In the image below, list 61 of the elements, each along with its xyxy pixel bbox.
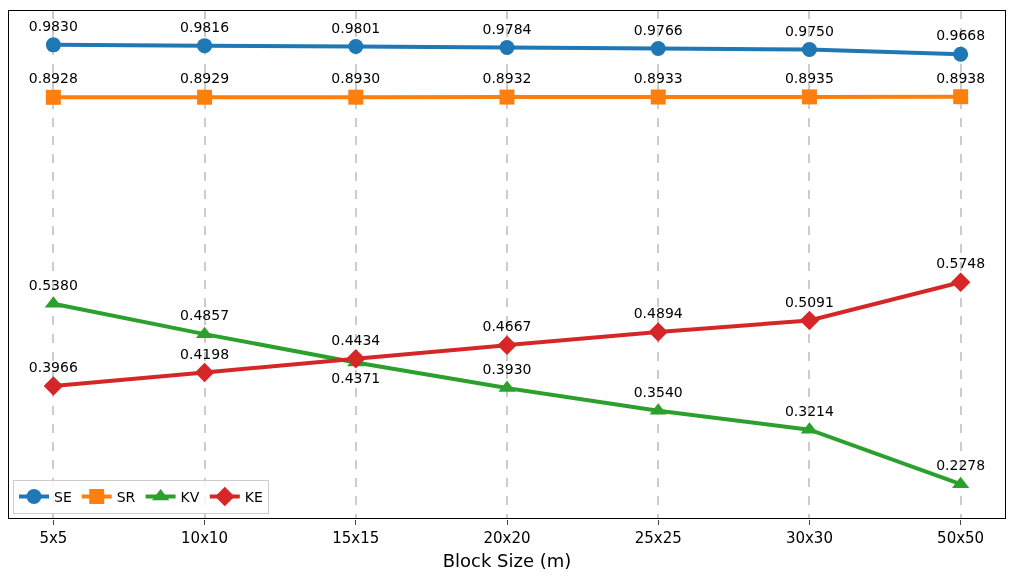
data-label: 0.8935 [784, 70, 834, 87]
point [650, 41, 666, 57]
point [799, 310, 820, 331]
data-label: 0.5091 [784, 293, 834, 310]
x-tick-label: 25x25 [634, 529, 682, 547]
data-label: 0.9668 [936, 27, 986, 44]
data-label: 0.8929 [180, 70, 230, 87]
point [499, 40, 515, 55]
data-label: 0.4198 [180, 345, 230, 362]
data-label: 0.9816 [180, 18, 230, 35]
x-axis-title: Block Size (m) [442, 550, 572, 572]
point [43, 376, 64, 396]
data-label: 0.9830 [28, 17, 78, 34]
x-tick-label: 30x30 [785, 529, 833, 547]
data-label: 0.8938 [936, 69, 986, 86]
point [801, 41, 817, 57]
point [45, 89, 61, 105]
point [499, 89, 515, 105]
data-label: 0.4857 [180, 307, 230, 324]
data-label: 0.9801 [331, 19, 381, 36]
data-label: 0.5380 [28, 276, 78, 293]
point [650, 89, 666, 105]
point [348, 39, 364, 54]
data-label: 0.9784 [482, 20, 532, 37]
data-label: 0.9750 [784, 22, 834, 39]
data-label: 0.3930 [482, 361, 532, 378]
point [953, 46, 969, 62]
data-label: 0.9766 [633, 21, 683, 38]
data-label: 0.4667 [482, 318, 532, 335]
data-label: 0.4434 [331, 331, 381, 348]
point [194, 362, 215, 383]
point [45, 37, 61, 53]
point [801, 89, 817, 105]
data-label: 0.3540 [633, 383, 683, 400]
legend-label: SE [53, 488, 72, 505]
data-label: 0.4371 [331, 370, 381, 387]
x-tick-label: 5x5 [39, 529, 68, 547]
legend-label: KE [244, 488, 263, 505]
x-tick-label: 15x15 [332, 529, 380, 547]
data-label: 0.2278 [936, 457, 986, 474]
data-label: 0.3966 [28, 359, 78, 376]
point [197, 89, 213, 105]
x-tick-label: 20x20 [483, 529, 531, 547]
data-label: 0.8930 [331, 70, 381, 87]
data-label: 0.4894 [633, 305, 683, 322]
data-label: 0.8933 [633, 70, 683, 87]
legend-label: KV [180, 488, 200, 505]
point [648, 322, 668, 342]
x-tick-label: 50x50 [937, 529, 985, 547]
point [950, 272, 971, 293]
data-label: 0.5748 [936, 255, 986, 272]
legend-label: SR [116, 488, 136, 505]
data-label: 0.8928 [28, 70, 78, 87]
point [197, 38, 213, 54]
data-label: 0.3214 [784, 402, 834, 419]
point [346, 349, 366, 369]
point [348, 89, 364, 105]
point [497, 335, 517, 355]
point [953, 89, 969, 105]
x-tick-label: 10x10 [181, 529, 229, 547]
data-label: 0.8932 [482, 70, 532, 87]
